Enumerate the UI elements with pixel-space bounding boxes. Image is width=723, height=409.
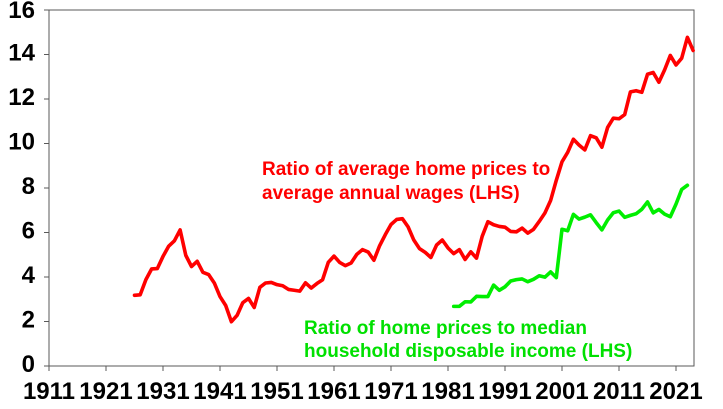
svg-text:1911: 1911: [23, 378, 75, 405]
svg-text:1961: 1961: [307, 378, 360, 405]
svg-text:1941: 1941: [193, 378, 246, 405]
svg-text:1931: 1931: [136, 378, 189, 405]
svg-text:0: 0: [22, 351, 35, 378]
svg-text:6: 6: [22, 218, 35, 245]
svg-text:12: 12: [8, 84, 35, 111]
svg-text:2001: 2001: [535, 378, 588, 405]
svg-text:Ratio of home prices to median: Ratio of home prices to median: [304, 318, 587, 339]
svg-text:1981: 1981: [421, 378, 474, 405]
svg-text:2021: 2021: [649, 378, 702, 405]
svg-text:2: 2: [22, 307, 35, 334]
svg-text:14: 14: [8, 40, 35, 67]
svg-text:10: 10: [8, 129, 35, 156]
svg-text:2011: 2011: [593, 378, 645, 405]
svg-text:16: 16: [8, 0, 35, 24]
svg-text:4: 4: [22, 262, 36, 289]
svg-text:8: 8: [22, 173, 35, 200]
svg-text:1991: 1991: [478, 378, 531, 405]
svg-text:Ratio of average home prices t: Ratio of average home prices to: [262, 159, 550, 180]
svg-text:1971: 1971: [364, 378, 417, 405]
svg-text:1951: 1951: [250, 378, 303, 405]
svg-text:average annual wages (LHS): average annual wages (LHS): [262, 183, 520, 204]
svg-text:household disposable income (L: household disposable income (LHS): [304, 341, 632, 362]
svg-text:1921: 1921: [79, 378, 132, 405]
